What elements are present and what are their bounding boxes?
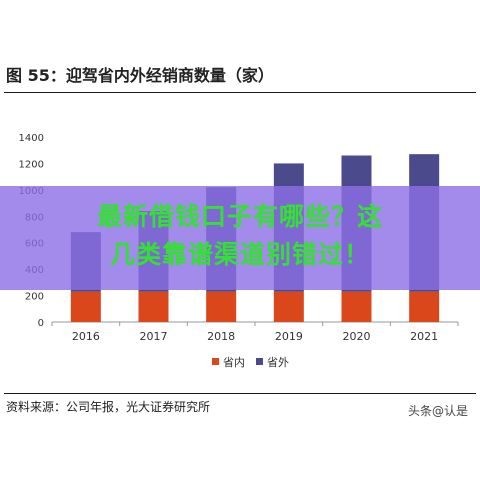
bar-segment [273, 291, 304, 322]
y-tick-label: 200 [25, 292, 44, 303]
source-note: 资料来源：公司年报，光大证券研究所 [6, 400, 211, 414]
overlay-banner-text: 最新借钱口子有哪些？这 几类靠谱渠道别错过！ [0, 198, 480, 274]
watermark: 头条@认是 [407, 404, 468, 418]
bar-segment [138, 291, 169, 322]
bar-segment [341, 291, 372, 322]
y-tick-label: 1200 [19, 159, 44, 170]
title-rule [4, 92, 476, 93]
bar-segment [206, 291, 237, 322]
source-rule [4, 393, 476, 394]
legend-swatch [212, 358, 219, 365]
overlay-line-2: 几类靠谱渠道别错过！ [109, 240, 370, 269]
x-tick-label: 2018 [207, 330, 235, 343]
legend-label: 省外 [267, 356, 289, 369]
y-tick-label: 1400 [19, 133, 44, 144]
x-tick-label: 2020 [343, 330, 371, 343]
bar-segment [409, 291, 440, 322]
legend-label: 省内 [223, 355, 245, 369]
y-tick-label: 0 [38, 318, 44, 329]
figure-title: 图 55：迎驾省内外经销商数量（家） [6, 66, 274, 85]
legend-layer: 省内 省外 [212, 355, 289, 369]
x-tick-label: 2016 [72, 330, 100, 343]
x-tick-label: 2021 [410, 330, 438, 343]
bar-segment [70, 291, 101, 322]
axis-layer: 0200400600800100012001400201620172018201… [19, 133, 459, 343]
x-tick-label: 2019 [275, 330, 303, 343]
legend-swatch [256, 358, 263, 365]
overlay-line-1: 最新借钱口子有哪些？这 [96, 202, 383, 231]
x-tick-label: 2017 [140, 330, 168, 343]
overlay-banner [0, 186, 480, 290]
